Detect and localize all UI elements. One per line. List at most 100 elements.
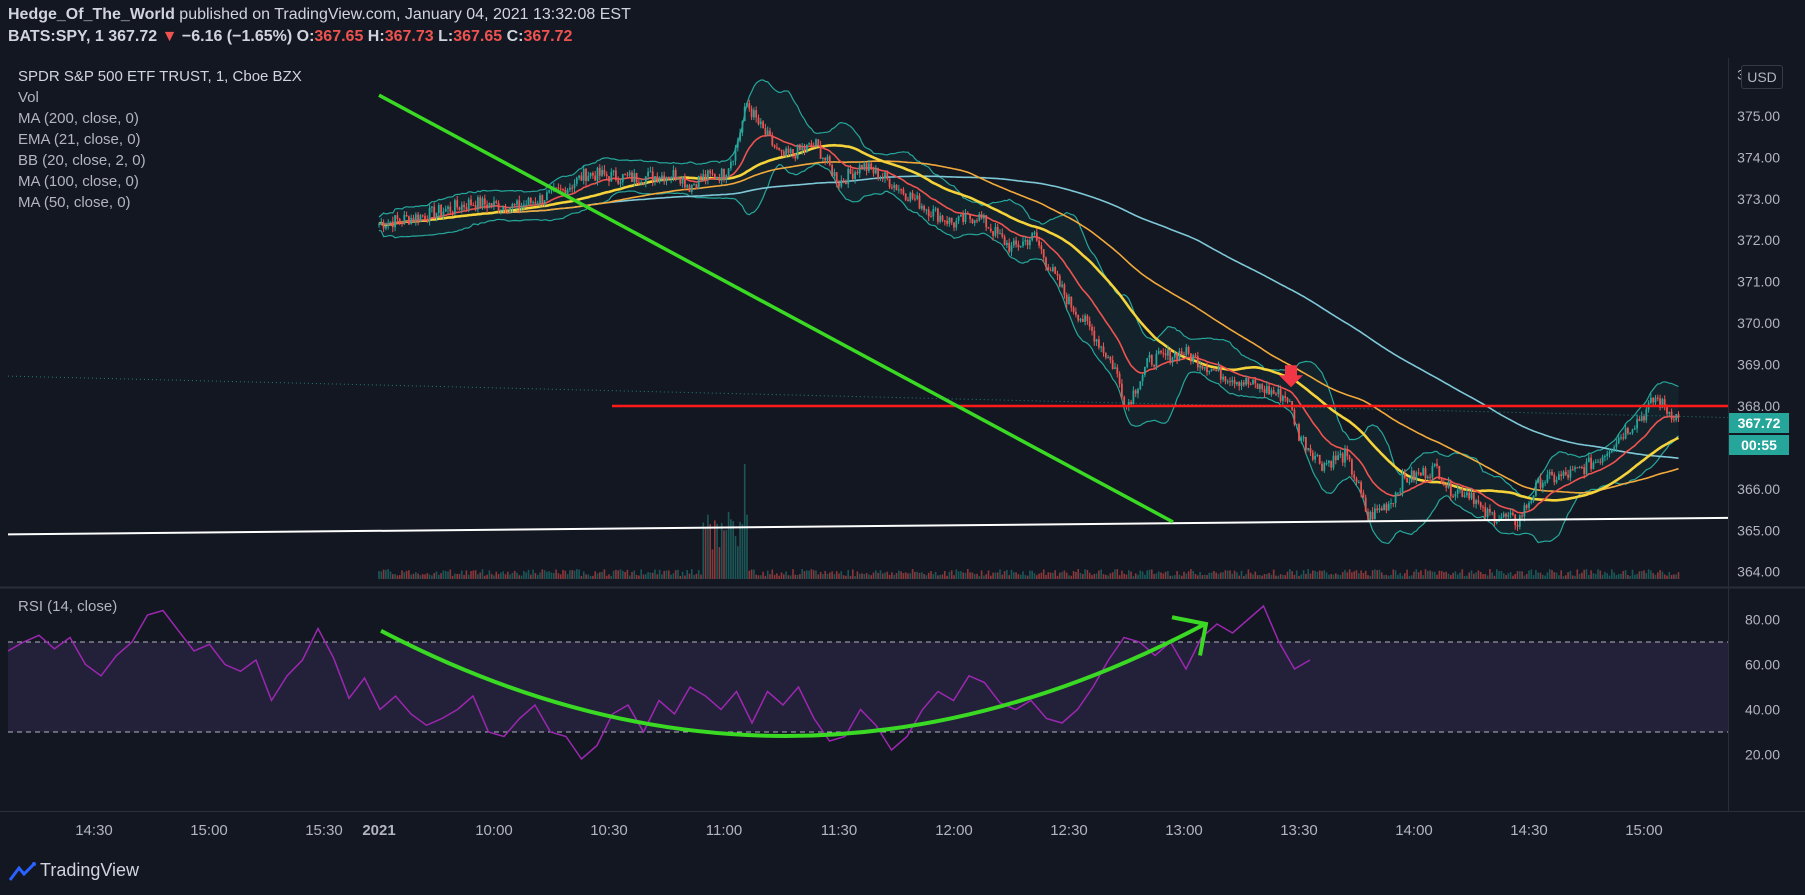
tradingview-logo-icon[interactable] [8, 862, 38, 882]
legend-title[interactable]: SPDR S&P 500 ETF TRUST, 1, Cboe BZX [18, 68, 302, 85]
candle-body [792, 149, 794, 155]
author-name[interactable]: Hedge_Of_The_World [8, 6, 175, 23]
countdown-tag: 00:55 [1729, 435, 1789, 455]
volume-bar [1286, 571, 1289, 579]
candle-body [456, 200, 459, 208]
candle-body [1477, 500, 1480, 503]
candle-body [665, 177, 668, 182]
candle-body [1574, 467, 1576, 470]
candle-body [440, 204, 442, 216]
volume-bar [1187, 571, 1190, 579]
volume-bar [1620, 573, 1622, 579]
volume-bar [1351, 572, 1353, 579]
volume-bar [711, 549, 714, 579]
candle-body [1323, 463, 1326, 471]
candle-body [559, 188, 562, 190]
candle-body [454, 200, 456, 213]
legend-ma200[interactable]: MA (200, close, 0) [18, 110, 139, 127]
legend-volume[interactable]: Vol [18, 89, 39, 106]
candle-body [656, 176, 659, 183]
candle-body [1102, 346, 1105, 353]
candle-body [1599, 461, 1602, 463]
volume-bar [1440, 570, 1443, 579]
currency-badge[interactable]: USD [1741, 65, 1783, 89]
volume-bar [1422, 575, 1424, 579]
volume-bar [1144, 574, 1146, 579]
candle-body [1298, 424, 1300, 441]
candle-body [1518, 515, 1521, 527]
volume-bar [1291, 571, 1293, 579]
volume-bar [1369, 575, 1372, 579]
volume-bar [1463, 575, 1466, 579]
legend-ma100[interactable]: MA (100, close, 0) [18, 173, 139, 190]
volume-bar [1098, 570, 1100, 579]
volume-bar [1502, 573, 1505, 579]
candle-body [1390, 503, 1392, 505]
volume-bar [624, 571, 626, 579]
volume-bar [1535, 569, 1537, 579]
volume-bar [1387, 575, 1390, 579]
candle-body [389, 221, 392, 223]
candle-body [424, 215, 426, 221]
volume-bar [999, 569, 1001, 579]
candle-body [946, 220, 948, 224]
volume-bar [907, 573, 909, 579]
volume-bar [1594, 573, 1597, 579]
candle-body [732, 160, 735, 162]
candle-body [868, 163, 870, 171]
volume-bar [378, 571, 380, 579]
candle-body [594, 175, 597, 181]
candle-body [1576, 467, 1579, 469]
candle-body [1537, 478, 1540, 483]
candle-body [1587, 457, 1590, 462]
candle-body [497, 202, 500, 211]
volume-bar [1525, 573, 1528, 579]
candle-body [713, 173, 716, 179]
volume-bar [438, 574, 440, 579]
chart-area[interactable]: 364.00365.00366.00367.00368.00369.00370.… [0, 58, 1805, 848]
tradingview-brand[interactable]: TradingView [40, 860, 140, 880]
candle-body [631, 172, 633, 182]
candle-body [1413, 470, 1415, 481]
volume-bar [1323, 570, 1326, 579]
candle-body [1199, 365, 1201, 368]
volume-bar [1091, 575, 1093, 579]
candle-body [1098, 339, 1100, 348]
candle-body [493, 201, 495, 207]
legend-ma50[interactable]: MA (50, close, 0) [18, 194, 131, 211]
candle-body [884, 172, 886, 178]
candle-body [870, 163, 873, 170]
volume-bar [1213, 571, 1215, 579]
time-tick-label: 10:00 [475, 822, 513, 839]
candle-body [1284, 396, 1287, 399]
legend-ema21[interactable]: EMA (21, close, 0) [18, 131, 141, 148]
candle-body [920, 205, 923, 209]
candle-body [985, 215, 988, 228]
rsi-legend[interactable]: RSI (14, close) [18, 598, 118, 615]
volume-bar [1473, 573, 1475, 579]
legend-bb[interactable]: BB (20, close, 2, 0) [18, 152, 146, 169]
candle-body [1242, 382, 1245, 385]
volume-bar [1443, 572, 1445, 579]
candle-body [978, 214, 981, 221]
volume-bar [548, 571, 550, 579]
candle-body [1219, 366, 1222, 380]
candle-body [1528, 502, 1530, 508]
volume-bar [1102, 574, 1105, 579]
volume-bar [1394, 570, 1397, 579]
candle-body [1610, 450, 1613, 453]
candle-body [1314, 455, 1316, 460]
volume-bar [856, 571, 859, 579]
volume-bar [1505, 575, 1507, 579]
publish-header: Hedge_Of_The_World published on TradingV… [0, 0, 1805, 56]
candle-body [1548, 471, 1551, 475]
volume-bar [1075, 572, 1077, 579]
volume-bar [1284, 575, 1286, 579]
candle-body [941, 215, 944, 221]
candle-body [569, 187, 571, 190]
candle-body [702, 174, 705, 179]
candle-body [1399, 491, 1402, 493]
volume-bar [679, 575, 682, 579]
volume-bar [826, 573, 829, 579]
volume-bar [852, 569, 854, 579]
